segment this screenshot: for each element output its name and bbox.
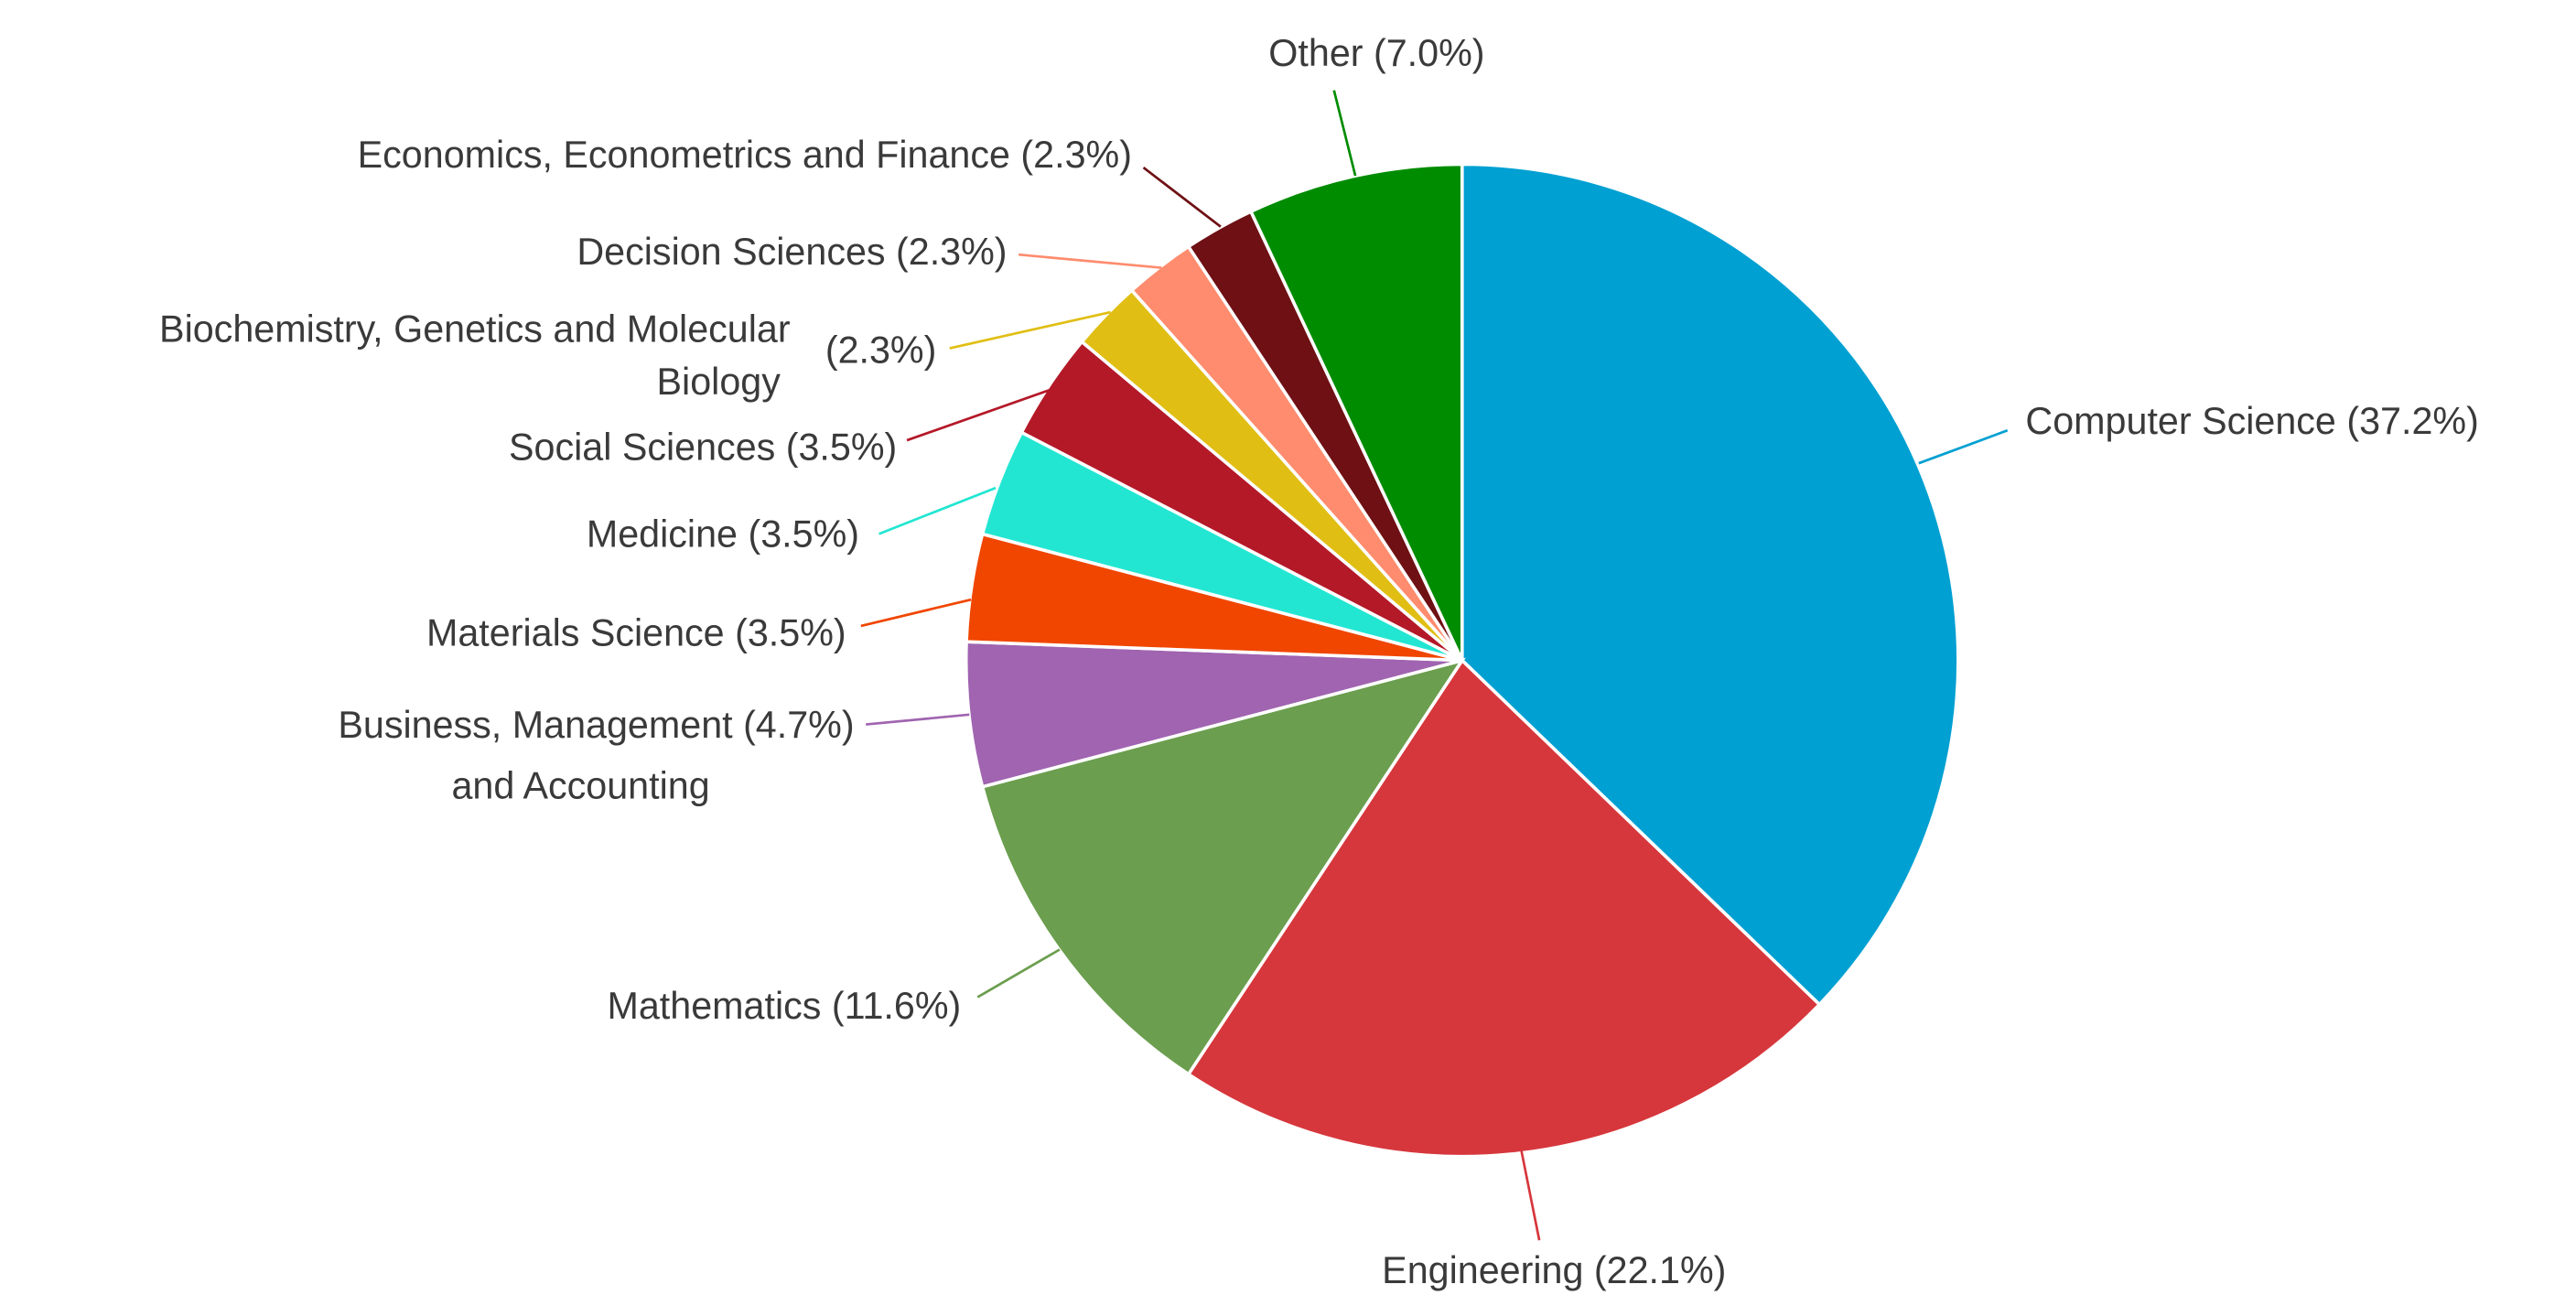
pie-slice-engineering[interactable]	[1186, 657, 1822, 1159]
leader-line	[906, 388, 1052, 442]
data-label: Social Sciences (3.5%)	[509, 426, 897, 469]
data-label: Economics, Econometrics and Finance (2.3…	[358, 134, 1132, 176]
data-label: Mathematics (11.6%)	[607, 985, 961, 1027]
leader-line	[1142, 167, 1222, 228]
data-label: Medicine (3.5%)	[587, 513, 859, 556]
data-label: (2.3%)	[825, 329, 937, 372]
data-label: Business, Management (4.7%)	[338, 704, 854, 746]
leader-line	[1520, 1149, 1541, 1241]
leader-line	[1918, 429, 2009, 465]
data-label: Other (7.0%)	[1268, 32, 1484, 74]
pie-slice-other[interactable]	[1248, 162, 1464, 662]
data-label: Biology	[657, 361, 781, 403]
data-label: Biochemistry, Genetics and Molecular	[159, 308, 791, 350]
leader-line	[1019, 253, 1162, 269]
leader-line	[949, 310, 1111, 350]
pie-slice-computer-science[interactable]	[1460, 162, 1960, 1008]
leader-line	[1332, 90, 1357, 177]
leader-line	[866, 713, 970, 726]
data-label: Computer Science (37.2%)	[2025, 400, 2478, 442]
leader-line	[878, 486, 997, 535]
data-label: Decision Sciences (2.3%)	[577, 231, 1007, 273]
data-label: Engineering (22.1%)	[1382, 1249, 1726, 1291]
leader-line	[860, 598, 972, 628]
leader-line	[976, 948, 1061, 998]
data-label: and Accounting	[451, 764, 709, 806]
data-label: Materials Science (3.5%)	[426, 611, 846, 653]
